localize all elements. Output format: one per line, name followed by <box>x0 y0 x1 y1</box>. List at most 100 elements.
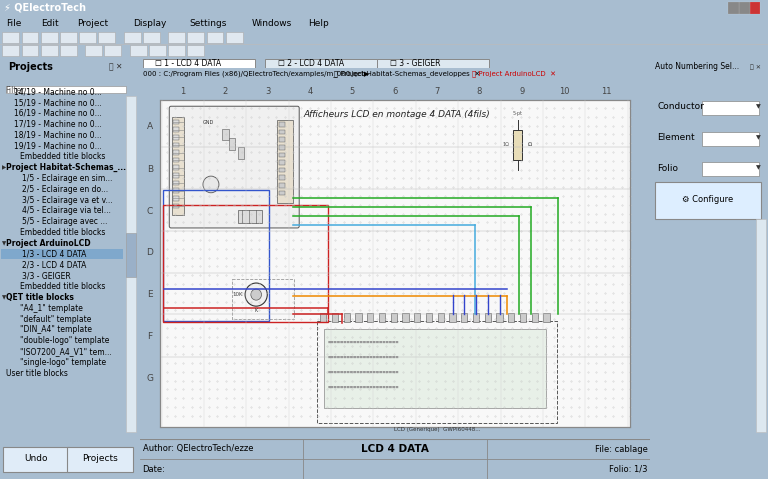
Bar <box>391 313 397 322</box>
Bar <box>317 321 557 423</box>
Bar <box>173 120 179 124</box>
Bar <box>425 313 432 322</box>
Text: 5/5 - Eclairage avec ...: 5/5 - Eclairage avec ... <box>22 217 108 226</box>
Bar <box>279 145 285 149</box>
Bar <box>279 122 285 126</box>
Text: 1Ω: 1Ω <box>502 142 509 147</box>
Bar <box>414 313 420 322</box>
FancyBboxPatch shape <box>104 45 121 56</box>
FancyBboxPatch shape <box>143 32 160 43</box>
Bar <box>173 127 179 132</box>
Text: "A4_1" template: "A4_1" template <box>20 304 82 313</box>
Text: File: File <box>6 19 22 27</box>
FancyBboxPatch shape <box>22 32 38 43</box>
Bar <box>163 190 269 320</box>
FancyBboxPatch shape <box>187 45 204 56</box>
Text: 2/3 - LCD 4 DATA: 2/3 - LCD 4 DATA <box>22 261 87 270</box>
Text: Embedded title blocks: Embedded title blocks <box>20 228 105 237</box>
Bar <box>126 96 136 432</box>
Text: 15/19 - Machine no 0...: 15/19 - Machine no 0... <box>14 98 101 107</box>
Bar <box>379 313 385 322</box>
Text: 1: 1 <box>180 87 186 96</box>
FancyBboxPatch shape <box>750 1 760 14</box>
Text: 7: 7 <box>435 87 440 96</box>
Text: Element: Element <box>657 133 695 142</box>
Circle shape <box>251 289 262 300</box>
Bar <box>367 313 373 322</box>
Text: 1/3 - LCD 4 DATA: 1/3 - LCD 4 DATA <box>22 250 87 259</box>
Bar <box>461 313 467 322</box>
Circle shape <box>245 283 267 306</box>
Text: Projects: Projects <box>8 62 53 72</box>
Text: ▼: ▼ <box>756 166 761 171</box>
FancyBboxPatch shape <box>168 32 185 43</box>
Bar <box>173 135 179 139</box>
Text: 🗗 ✕: 🗗 ✕ <box>109 62 123 71</box>
Text: 16/19 - Machine no 0...: 16/19 - Machine no 0... <box>14 109 101 118</box>
Bar <box>126 233 136 276</box>
Bar <box>485 313 491 322</box>
FancyBboxPatch shape <box>79 32 96 43</box>
Text: 2: 2 <box>223 87 228 96</box>
Text: "default" template: "default" template <box>20 315 91 324</box>
Text: ▼: ▼ <box>2 241 6 246</box>
FancyBboxPatch shape <box>143 59 255 68</box>
Bar <box>473 313 479 322</box>
Bar <box>173 158 179 162</box>
Text: F: F <box>147 332 152 341</box>
Bar <box>320 313 326 322</box>
Text: ■■■■■■■■■■■■■■■■■■■■■■: ■■■■■■■■■■■■■■■■■■■■■■ <box>328 340 399 344</box>
Text: 5: 5 <box>349 87 355 96</box>
Text: Conductor: Conductor <box>657 103 704 112</box>
Text: GND: GND <box>203 120 214 125</box>
Text: 4/5 - Eclairage via tel...: 4/5 - Eclairage via tel... <box>22 206 111 216</box>
FancyBboxPatch shape <box>377 59 489 68</box>
Bar <box>279 130 285 134</box>
Text: ■■■■■■■■■■■■■■■■■■■■■■: ■■■■■■■■■■■■■■■■■■■■■■ <box>328 370 399 374</box>
Circle shape <box>203 176 219 193</box>
FancyBboxPatch shape <box>85 45 102 56</box>
Text: 3/5 - Eclairage va et v...: 3/5 - Eclairage va et v... <box>22 195 113 205</box>
Bar <box>543 313 550 322</box>
Bar <box>237 148 244 159</box>
Bar <box>496 313 502 322</box>
Text: 🗗 ✕: 🗗 ✕ <box>750 64 761 70</box>
Text: "double-logo" template: "double-logo" template <box>20 336 109 345</box>
Text: 000 : C:/Program Files (x86)/QElectroTech/examples/m_000.qet▶: 000 : C:/Program Files (x86)/QElectroTec… <box>143 70 369 77</box>
Bar <box>229 138 235 150</box>
Text: A: A <box>147 122 153 131</box>
Text: LCD 4 DATA: LCD 4 DATA <box>361 444 429 454</box>
Bar <box>2 250 123 259</box>
Bar <box>356 313 362 322</box>
FancyBboxPatch shape <box>2 32 19 43</box>
FancyBboxPatch shape <box>187 32 204 43</box>
FancyBboxPatch shape <box>60 45 77 56</box>
Bar <box>173 143 179 147</box>
Bar <box>279 175 285 180</box>
Text: Filter: Filter <box>5 86 25 95</box>
Text: Project: Project <box>77 19 108 27</box>
Bar <box>449 313 455 322</box>
Text: Display: Display <box>133 19 166 27</box>
Bar <box>222 129 229 140</box>
Text: Folio: Folio <box>657 164 678 173</box>
Text: 10: 10 <box>559 87 569 96</box>
Text: 8: 8 <box>477 87 482 96</box>
Bar <box>402 313 409 322</box>
Text: E: E <box>147 290 153 299</box>
Bar <box>173 173 179 178</box>
Text: "ISO7200_A4_V1" tem...: "ISO7200_A4_V1" tem... <box>20 347 111 356</box>
Bar <box>279 137 285 142</box>
Bar <box>324 329 546 408</box>
Bar <box>332 313 338 322</box>
Bar <box>438 313 444 322</box>
FancyBboxPatch shape <box>702 162 759 176</box>
Text: 9: 9 <box>519 87 525 96</box>
Text: 6: 6 <box>392 87 398 96</box>
FancyBboxPatch shape <box>702 132 759 146</box>
FancyBboxPatch shape <box>98 32 115 43</box>
Bar <box>756 219 766 432</box>
Text: D: D <box>147 249 153 257</box>
Text: Embedded title blocks: Embedded title blocks <box>20 282 105 291</box>
FancyBboxPatch shape <box>207 32 223 43</box>
